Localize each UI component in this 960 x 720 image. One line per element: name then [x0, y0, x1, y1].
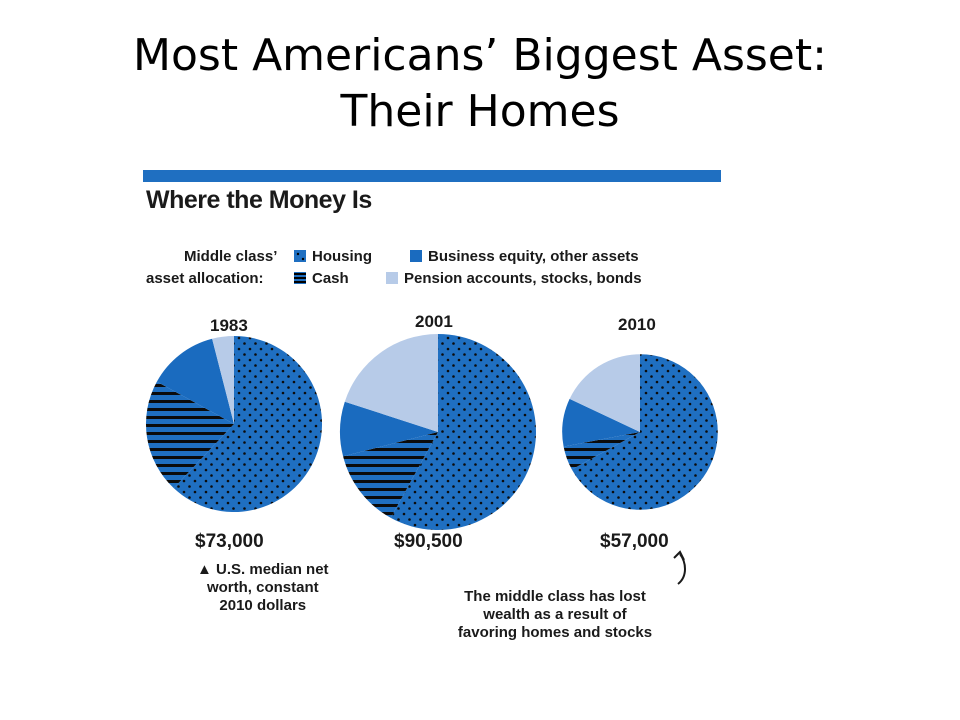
value-label-2010: $57,000 — [600, 531, 669, 552]
pie-slice-2001-cash — [343, 432, 438, 518]
pie-slice-1983-pension-accounts-stocks-bonds — [212, 335, 234, 424]
legend-item-cash: Cash — [294, 270, 349, 287]
legend-item-business-equity: Business equity, other assets — [410, 248, 639, 265]
pie-slice-1983-housing — [173, 335, 323, 513]
pie-slice-2001-pension-accounts-stocks-bonds — [344, 334, 438, 432]
pie-slice-2001-housing — [390, 334, 537, 530]
year-label-2001: 2001 — [415, 312, 453, 331]
slide-title-line-2: Their Homes — [340, 86, 620, 137]
annotation-line-2: wealth as a result of — [483, 606, 627, 623]
pie-slice-1983-business-equity-other-assets — [156, 338, 234, 424]
pie-slice-2010-housing — [571, 354, 718, 510]
chart-header-rule — [143, 170, 721, 182]
value-label-1983: $73,000 — [195, 531, 264, 552]
legend-label-business-equity: Business equity, other assets — [428, 248, 639, 265]
pie-1983 — [145, 335, 323, 513]
legend-label-housing: Housing — [312, 248, 372, 265]
value-label-2001: $90,500 — [394, 531, 463, 552]
legend-swatch-business-equity — [410, 250, 422, 262]
legend-label-pension: Pension accounts, stocks, bonds — [404, 270, 642, 287]
pie-slice-2010-business-equity-other-assets — [562, 398, 640, 447]
slide-title: Most Americans’ Biggest Asset: Their Hom… — [0, 28, 960, 140]
pie-2010 — [562, 354, 718, 510]
legend-swatch-cash — [294, 272, 306, 284]
annotation-line-3: favoring homes and stocks — [457, 624, 653, 641]
footnote: ▲ U.S. median net worth, constant 2010 d… — [197, 561, 329, 615]
legend-title-line-2: asset allocation: — [146, 270, 264, 287]
legend-item-housing: Housing — [294, 248, 372, 265]
legend-swatch-pension — [386, 272, 398, 284]
footnote-line-1: ▲ U.S. median net — [197, 561, 329, 578]
legend-item-pension: Pension accounts, stocks, bonds — [386, 270, 642, 287]
pie-2001 — [340, 334, 537, 530]
annotation: The middle class has lost wealth as a re… — [430, 588, 680, 642]
legend-label-cash: Cash — [312, 270, 349, 287]
footnote-line-2: worth, constant — [206, 579, 319, 596]
year-label-1983: 1983 — [210, 316, 248, 335]
pie-slice-2010-pension-accounts-stocks-bonds — [569, 354, 640, 432]
pie-slice-2010-cash — [563, 432, 640, 470]
pie-slice-1983-cash — [145, 381, 234, 489]
legend-swatch-housing — [294, 250, 306, 262]
annotation-arrow — [673, 550, 686, 585]
year-label-2010: 2010 — [618, 315, 656, 334]
chart-title: Where the Money Is — [146, 186, 372, 214]
slide-title-line-1: Most Americans’ Biggest Asset: — [133, 30, 827, 81]
legend-title-line-1: Middle class’ — [184, 248, 278, 265]
pie-slice-2001-business-equity-other-assets — [340, 401, 438, 457]
annotation-line-1: The middle class has lost — [464, 588, 646, 605]
footnote-line-3: 2010 dollars — [219, 597, 307, 614]
